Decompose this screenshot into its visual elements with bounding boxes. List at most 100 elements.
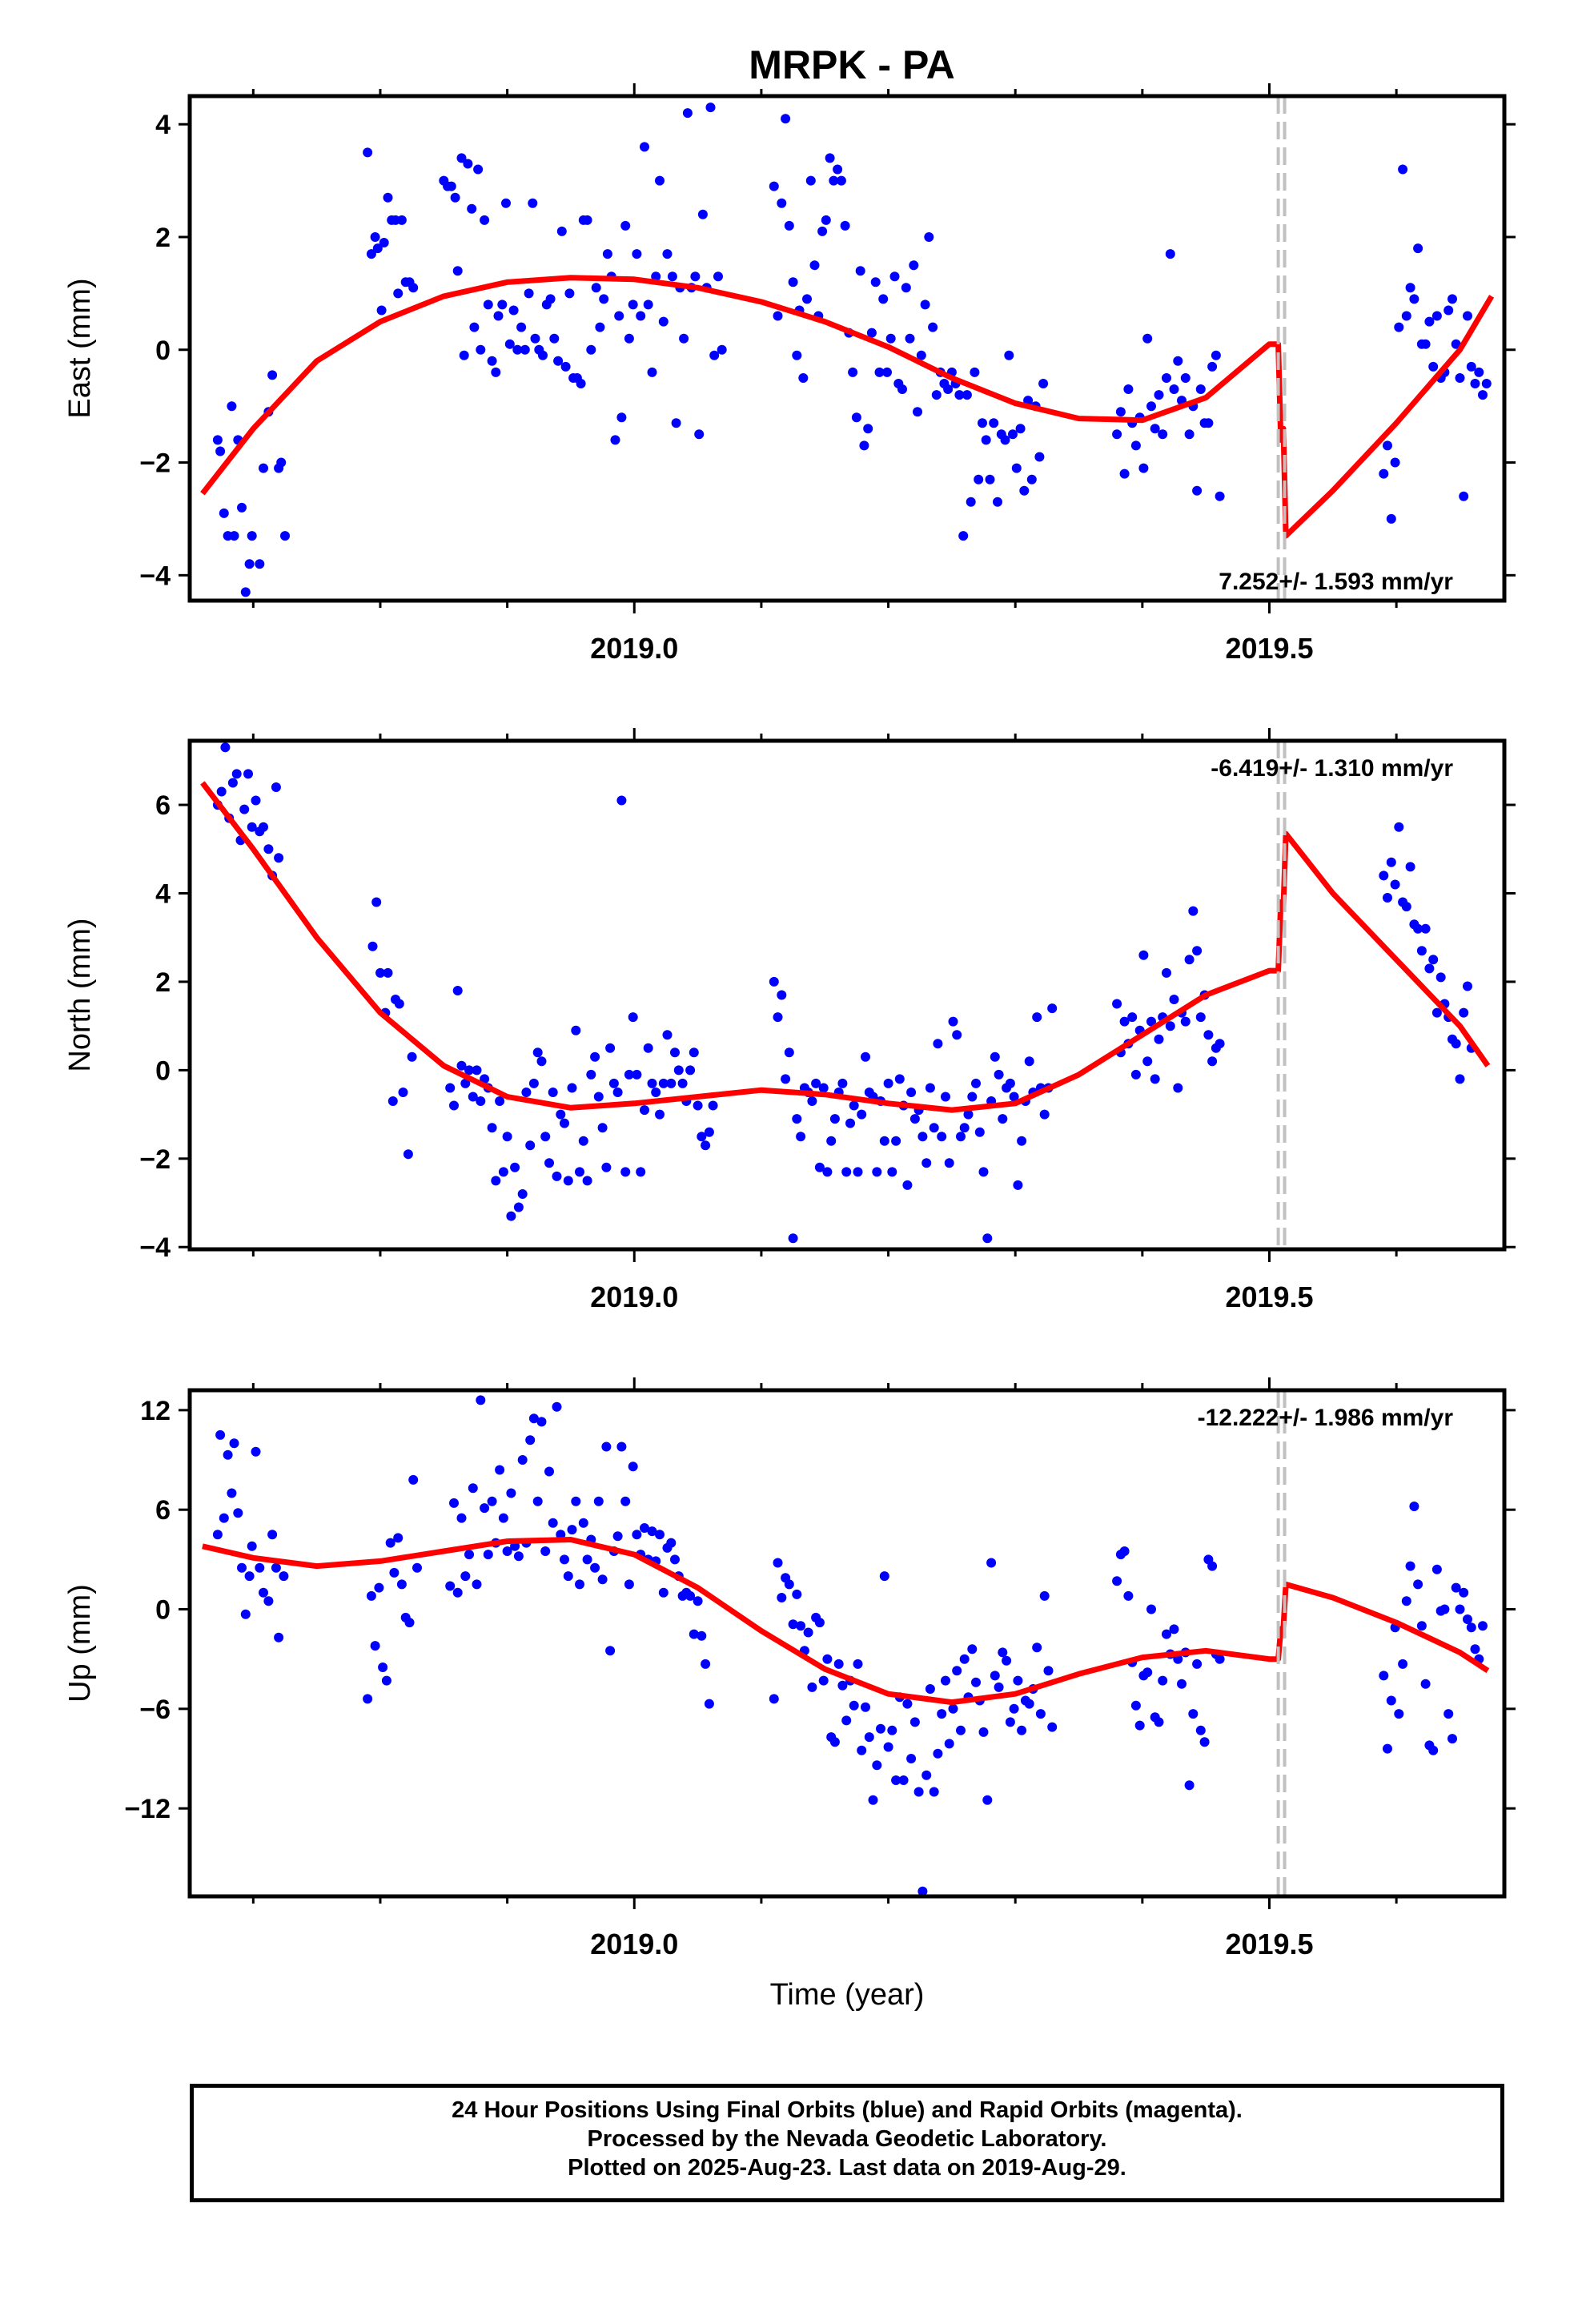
data-point: [796, 1132, 806, 1142]
data-point: [1394, 322, 1404, 332]
data-point: [394, 999, 404, 1009]
data-point: [586, 1069, 596, 1080]
panel-east: −4 −2 0 2 4 2019.0 2019.5 East (mm) 7.252+/- 1…: [63, 83, 1516, 665]
data-point: [671, 418, 681, 428]
data-point: [777, 1593, 787, 1602]
data-point: [883, 1742, 893, 1752]
data-point: [829, 175, 839, 186]
data-point: [1478, 1621, 1488, 1631]
data-point: [1386, 857, 1396, 867]
data-point: [1413, 243, 1423, 254]
data-point: [855, 266, 865, 276]
data-point: [610, 435, 620, 445]
data-point: [605, 1043, 616, 1053]
data-point: [1146, 1604, 1156, 1614]
data-point: [1188, 906, 1199, 916]
data-point: [967, 1644, 978, 1655]
data-point: [1032, 1012, 1042, 1023]
data-point: [921, 1770, 932, 1780]
event-lines: [1276, 96, 1287, 601]
data-point: [1005, 1717, 1015, 1727]
data-point: [658, 1587, 669, 1598]
data-point: [769, 976, 779, 987]
data-point: [974, 1127, 985, 1137]
data-point: [582, 1176, 592, 1186]
y-tick-label: 12: [140, 1396, 171, 1426]
data-point: [874, 367, 885, 377]
data-point: [513, 1202, 524, 1212]
chart-title: MRPK - PA: [749, 42, 954, 87]
data-point: [1026, 474, 1037, 485]
data-point: [576, 379, 586, 388]
data-point: [670, 1047, 680, 1058]
data-point: [212, 435, 223, 445]
y-tick-label: −2: [139, 1144, 171, 1175]
data-point: [1409, 1502, 1419, 1511]
event-lines: [1276, 741, 1287, 1249]
data-point: [1215, 491, 1225, 501]
data-point: [445, 1581, 456, 1591]
data-point: [1383, 893, 1392, 903]
data-point: [255, 1562, 265, 1573]
data-point: [1004, 350, 1014, 360]
data-point: [1150, 1074, 1160, 1084]
data-point: [809, 260, 820, 271]
data-point: [655, 175, 665, 186]
data-point: [597, 1123, 608, 1133]
data-point: [525, 1435, 536, 1445]
data-point: [452, 1587, 463, 1598]
data-point: [219, 1513, 229, 1523]
data-point: [929, 1123, 939, 1133]
data-point: [516, 322, 527, 332]
data-point: [985, 474, 995, 485]
data-point: [981, 435, 991, 445]
data-point: [366, 1590, 376, 1601]
data-point: [905, 333, 915, 344]
data-point: [540, 1132, 551, 1142]
data-point: [1207, 1056, 1218, 1067]
panel-frame: [187, 738, 1507, 1252]
data-point: [385, 1538, 396, 1548]
footer-line: 24 Hour Positions Using Final Orbits (bl…: [452, 2097, 1243, 2123]
data-point: [620, 1167, 631, 1177]
panel-up: −12 −6 0 6 12 2019.0 2019.5 Up (mm) -12.222+/-…: [63, 1377, 1516, 2012]
data-point: [229, 1438, 239, 1449]
data-point: [1431, 1007, 1442, 1018]
data-point: [909, 260, 919, 271]
data-point: [375, 967, 385, 978]
data-point: [952, 1666, 962, 1676]
data-point: [563, 1176, 573, 1186]
data-point: [376, 305, 387, 316]
data-point: [1451, 1039, 1461, 1049]
data-point: [713, 271, 723, 282]
data-point: [1443, 305, 1454, 316]
data-point: [891, 1775, 901, 1785]
data-point: [491, 1176, 501, 1186]
data-point: [367, 941, 378, 951]
data-point: [229, 531, 239, 541]
data-point: [952, 1030, 962, 1040]
data-point: [1470, 379, 1480, 388]
data-point: [520, 344, 530, 355]
data-point: [1413, 923, 1423, 934]
data-point: [1431, 311, 1442, 321]
data-point: [597, 1574, 608, 1585]
data-point: [247, 531, 257, 541]
data-point: [1162, 373, 1171, 383]
data-point: [925, 1083, 935, 1093]
data-point: [807, 1096, 817, 1106]
data-point: [468, 1483, 478, 1494]
data-point: [705, 103, 716, 113]
data-point: [655, 1530, 665, 1540]
data-point: [1203, 1030, 1214, 1040]
data-point: [701, 1659, 711, 1669]
data-point: [920, 300, 930, 310]
data-point: [1173, 1083, 1183, 1093]
data-point: [1013, 1180, 1023, 1190]
data-point: [662, 249, 673, 259]
data-point: [1165, 1021, 1175, 1031]
data-point: [276, 457, 287, 468]
data-point: [274, 853, 284, 863]
data-point: [545, 294, 556, 304]
data-point: [1017, 1725, 1027, 1735]
